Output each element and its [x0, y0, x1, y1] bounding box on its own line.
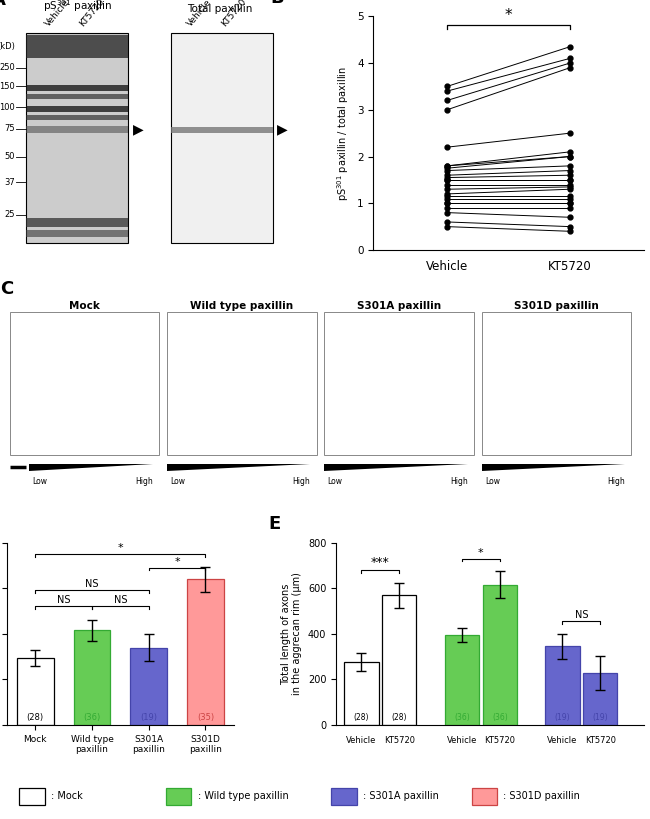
Text: *: *: [118, 543, 124, 553]
Text: ▶: ▶: [278, 123, 288, 137]
Text: (28): (28): [27, 713, 44, 722]
Text: KT5720: KT5720: [585, 736, 616, 745]
Bar: [27, 229, 129, 238]
Text: E: E: [268, 515, 281, 533]
Text: Vehicle: Vehicle: [447, 736, 477, 745]
Bar: [73, 631, 110, 725]
Bar: [130, 648, 167, 725]
Text: ***: ***: [371, 556, 390, 569]
Text: *: *: [478, 548, 484, 558]
Text: High: High: [135, 477, 153, 486]
Text: 50: 50: [5, 152, 15, 161]
Y-axis label: pS$^{301}$ paxillin / total paxillin: pS$^{301}$ paxillin / total paxillin: [335, 66, 352, 201]
Text: Low: Low: [170, 477, 185, 486]
Bar: [471, 788, 497, 805]
Bar: [17, 658, 54, 725]
Bar: [27, 35, 129, 58]
Bar: [382, 595, 417, 725]
Text: 100: 100: [0, 103, 15, 112]
Text: A: A: [0, 0, 6, 9]
Text: High: High: [292, 477, 310, 486]
Text: 37: 37: [5, 178, 15, 187]
Text: (kD): (kD): [0, 43, 15, 52]
Text: Vehicle: Vehicle: [346, 736, 376, 745]
Text: 150: 150: [0, 82, 15, 91]
Text: : S301A paxillin: : S301A paxillin: [363, 791, 439, 802]
Text: C: C: [0, 280, 14, 298]
Text: (28): (28): [354, 713, 369, 722]
Bar: [171, 127, 273, 133]
Bar: [344, 663, 378, 725]
Bar: [483, 585, 517, 725]
Text: Low: Low: [485, 477, 500, 486]
Bar: [187, 579, 224, 725]
Text: 250: 250: [0, 63, 15, 72]
Polygon shape: [167, 464, 310, 471]
Text: (28): (28): [391, 713, 407, 722]
Bar: [482, 312, 631, 455]
Text: High: High: [607, 477, 625, 486]
Text: S301D paxillin: S301D paxillin: [514, 301, 599, 310]
Polygon shape: [482, 464, 625, 471]
Text: NS: NS: [575, 610, 588, 620]
Polygon shape: [324, 464, 468, 471]
Text: KT5720: KT5720: [484, 736, 515, 745]
Text: (19): (19): [593, 713, 608, 722]
Polygon shape: [29, 464, 153, 471]
Bar: [27, 115, 129, 120]
Bar: [27, 84, 129, 91]
Text: ▶: ▶: [133, 123, 144, 137]
Text: (19): (19): [140, 713, 157, 722]
Text: NS: NS: [114, 595, 127, 605]
Text: KT5720: KT5720: [384, 736, 415, 745]
Text: Vehicle: Vehicle: [44, 0, 72, 28]
Text: Wild type paxillin: Wild type paxillin: [190, 301, 293, 310]
Text: : Mock: : Mock: [51, 791, 83, 802]
Text: pS$^{301}$ paxillin: pS$^{301}$ paxillin: [43, 0, 112, 14]
Bar: [324, 312, 474, 455]
Y-axis label: Total length of axons
in the aggrecan rim (μm): Total length of axons in the aggrecan ri…: [281, 572, 302, 695]
Text: Vehicle: Vehicle: [185, 0, 213, 28]
Text: High: High: [450, 477, 468, 486]
Bar: [10, 312, 159, 455]
Text: : S301D paxillin: : S301D paxillin: [503, 791, 580, 802]
Text: S301A paxillin: S301A paxillin: [357, 301, 441, 310]
Text: (36): (36): [454, 713, 470, 722]
Text: (35): (35): [197, 713, 214, 722]
Text: Total paxillin: Total paxillin: [187, 4, 252, 14]
Bar: [27, 219, 129, 227]
Bar: [171, 33, 273, 243]
Bar: [27, 126, 129, 133]
Text: 25: 25: [5, 210, 15, 219]
Text: Low: Low: [328, 477, 343, 486]
Bar: [20, 788, 45, 805]
Text: KT5720: KT5720: [219, 0, 248, 28]
Bar: [445, 635, 479, 725]
Text: Mock: Mock: [69, 301, 100, 310]
Text: Low: Low: [32, 477, 47, 486]
Text: KT5720: KT5720: [77, 0, 106, 28]
Text: (36): (36): [492, 713, 508, 722]
Text: B: B: [270, 0, 284, 7]
Bar: [27, 106, 129, 112]
Text: 75: 75: [5, 124, 15, 133]
Bar: [332, 788, 357, 805]
Bar: [583, 672, 618, 725]
Bar: [27, 33, 129, 243]
Text: NS: NS: [85, 579, 99, 590]
Text: (19): (19): [554, 713, 570, 722]
Text: Vehicle: Vehicle: [547, 736, 578, 745]
Bar: [27, 94, 129, 99]
Bar: [545, 646, 580, 725]
Text: (36): (36): [83, 713, 101, 722]
Bar: [167, 312, 317, 455]
Text: *: *: [174, 557, 180, 567]
Text: NS: NS: [57, 595, 70, 605]
Text: *: *: [504, 8, 512, 24]
Text: : Wild type paxillin: : Wild type paxillin: [198, 791, 289, 802]
Bar: [166, 788, 191, 805]
